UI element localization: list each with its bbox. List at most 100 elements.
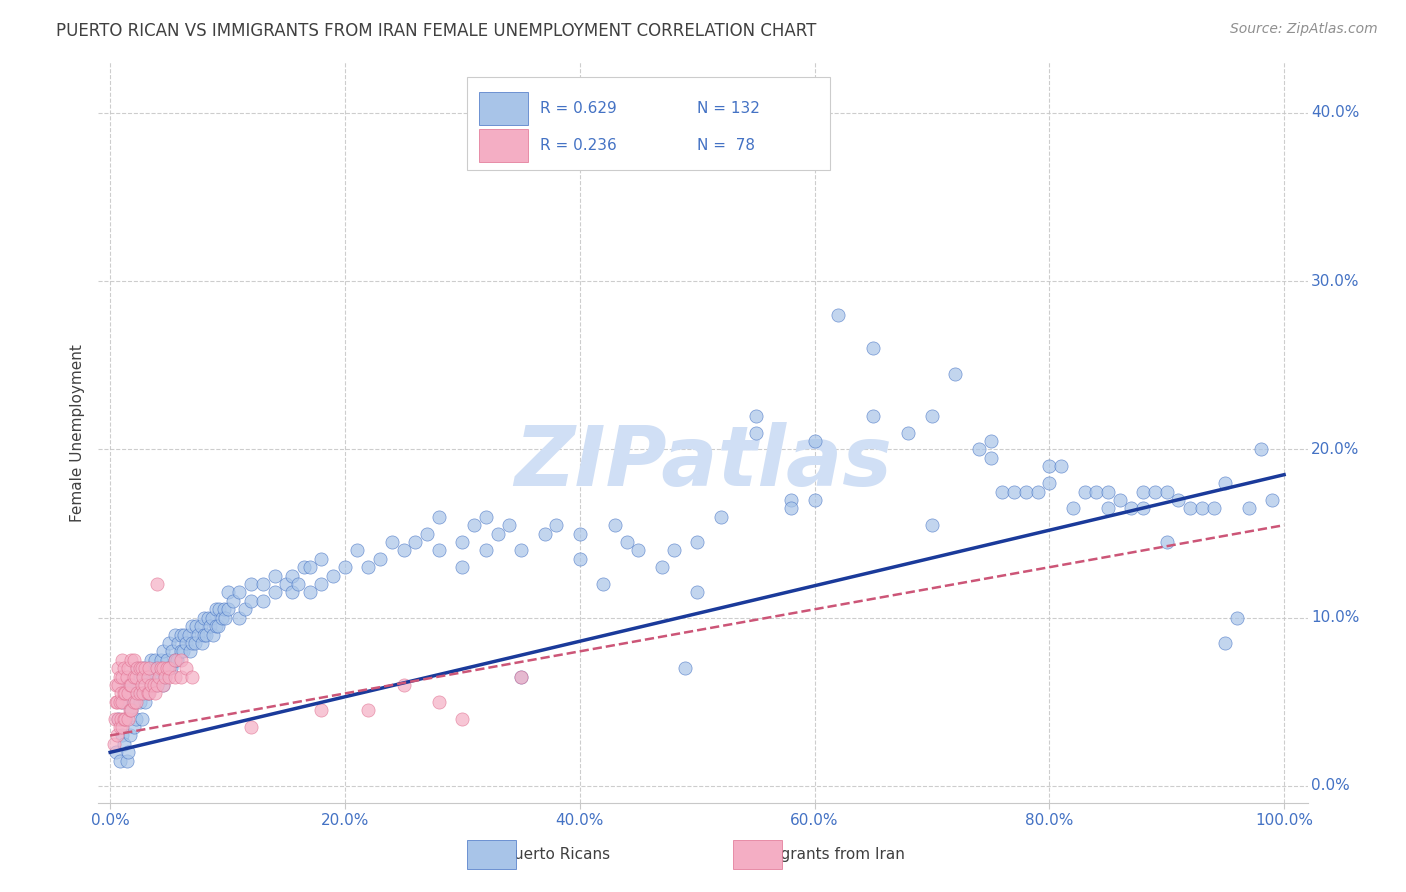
Point	[281, 568, 304, 582]
Point	[176, 636, 198, 650]
Point	[1237, 501, 1260, 516]
Point	[141, 678, 163, 692]
Point	[103, 737, 125, 751]
Point	[114, 686, 136, 700]
Point	[148, 670, 170, 684]
Text: Source: ZipAtlas.com: Source: ZipAtlas.com	[1230, 22, 1378, 37]
Point	[204, 602, 226, 616]
Point	[143, 686, 166, 700]
Point	[228, 610, 250, 624]
Point	[125, 712, 148, 726]
Text: 0.0%: 0.0%	[1312, 779, 1350, 794]
Point	[181, 670, 204, 684]
Point	[1062, 501, 1084, 516]
Point	[214, 610, 236, 624]
Point	[228, 585, 250, 599]
Point	[486, 526, 509, 541]
Point	[498, 518, 520, 533]
Point	[651, 560, 673, 574]
Point	[131, 661, 153, 675]
Point	[1132, 501, 1154, 516]
Point	[392, 678, 415, 692]
Point	[184, 619, 207, 633]
Point	[475, 509, 498, 524]
Point	[463, 518, 485, 533]
Point	[120, 703, 142, 717]
Point	[862, 409, 884, 423]
Point	[127, 661, 149, 675]
Point	[980, 434, 1002, 448]
Point	[132, 686, 155, 700]
Point	[134, 678, 156, 692]
Point	[105, 729, 128, 743]
Point	[127, 686, 149, 700]
Point	[128, 670, 150, 684]
Point	[510, 670, 533, 684]
Point	[311, 551, 333, 566]
Point	[120, 678, 142, 692]
Point	[546, 518, 568, 533]
Point	[115, 754, 138, 768]
FancyBboxPatch shape	[467, 840, 516, 870]
Point	[131, 712, 153, 726]
Point	[673, 661, 696, 675]
Point	[131, 678, 153, 692]
Point	[107, 712, 129, 726]
Point	[155, 661, 177, 675]
Point	[132, 686, 155, 700]
Point	[311, 577, 333, 591]
Point	[392, 543, 415, 558]
Point	[197, 610, 219, 624]
Point	[149, 661, 172, 675]
Point	[181, 636, 204, 650]
Point	[592, 577, 614, 591]
Point	[1226, 610, 1249, 624]
Point	[152, 678, 174, 692]
Point	[1097, 501, 1119, 516]
Point	[138, 661, 160, 675]
Point	[980, 450, 1002, 465]
Point	[128, 695, 150, 709]
Point	[416, 526, 439, 541]
Point	[107, 678, 129, 692]
Text: Immigrants from Iran: Immigrants from Iran	[742, 847, 905, 863]
Point	[208, 602, 231, 616]
Point	[292, 560, 315, 574]
Text: ZIPatlas: ZIPatlas	[515, 422, 891, 503]
Point	[111, 695, 134, 709]
Point	[136, 670, 159, 684]
Point	[1108, 492, 1130, 507]
Point	[616, 535, 638, 549]
Point	[263, 568, 285, 582]
Point	[1156, 535, 1178, 549]
Point	[897, 425, 920, 440]
Point	[662, 543, 685, 558]
Point	[427, 509, 450, 524]
Point	[112, 686, 135, 700]
Point	[1085, 484, 1108, 499]
Point	[152, 678, 174, 692]
Point	[111, 720, 134, 734]
Point	[122, 720, 145, 734]
Point	[152, 661, 174, 675]
Point	[122, 695, 145, 709]
Point	[141, 653, 163, 667]
Point	[105, 695, 128, 709]
Point	[1038, 459, 1060, 474]
Point	[240, 577, 263, 591]
Point	[110, 712, 132, 726]
Point	[149, 653, 172, 667]
Point	[298, 585, 321, 599]
Point	[117, 712, 139, 726]
Point	[803, 492, 825, 507]
Point	[132, 670, 155, 684]
Point	[240, 594, 263, 608]
Point	[136, 686, 159, 700]
Point	[141, 678, 163, 692]
Text: N =  78: N = 78	[697, 138, 755, 153]
Point	[148, 670, 170, 684]
Point	[127, 661, 149, 675]
Point	[111, 729, 134, 743]
Point	[120, 678, 142, 692]
Point	[146, 661, 169, 675]
